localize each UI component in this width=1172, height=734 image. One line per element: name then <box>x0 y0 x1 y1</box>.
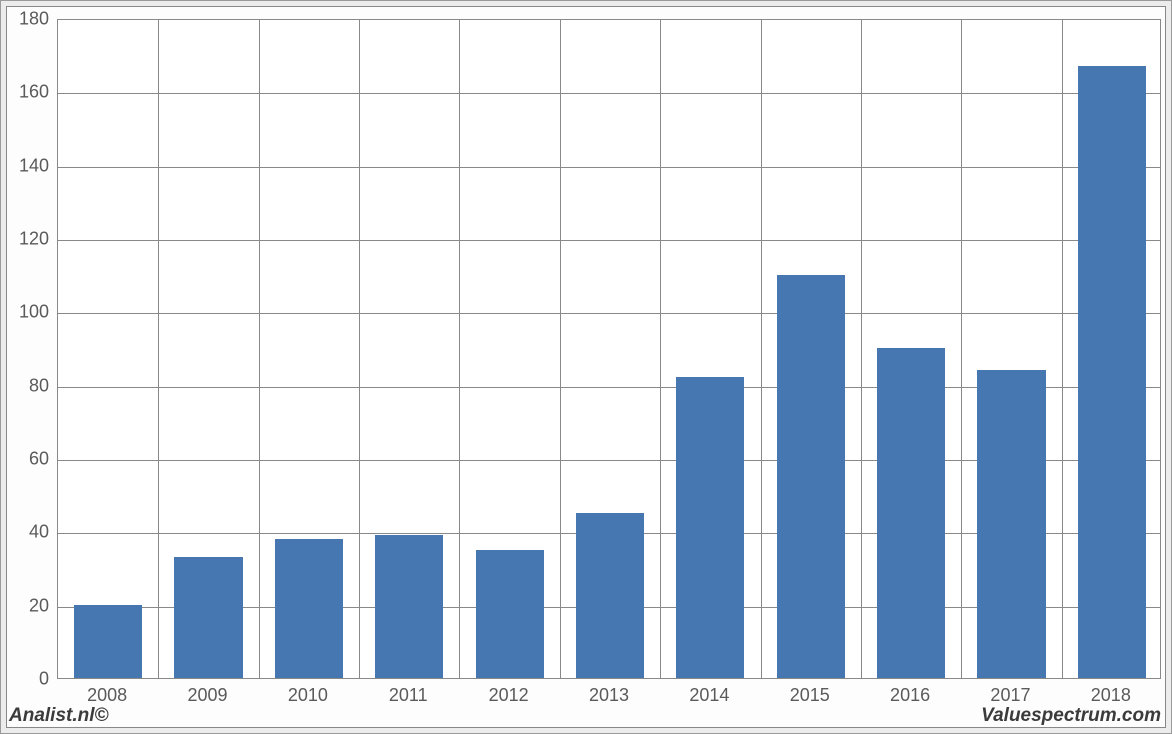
y-tick-label: 20 <box>7 595 49 616</box>
y-tick-label: 0 <box>7 669 49 690</box>
y-tick-label: 180 <box>7 9 49 30</box>
y-tick-label: 100 <box>7 302 49 323</box>
y-tick-label: 60 <box>7 449 49 470</box>
x-tick-label: 2018 <box>1091 685 1131 706</box>
bar <box>877 348 945 678</box>
gridline-horizontal <box>58 240 1160 241</box>
x-tick-label: 2008 <box>87 685 127 706</box>
gridline-vertical <box>1062 20 1063 678</box>
gridline-horizontal <box>58 167 1160 168</box>
y-tick-label: 80 <box>7 375 49 396</box>
gridline-horizontal <box>58 93 1160 94</box>
bar <box>1078 66 1146 678</box>
x-tick-label: 2015 <box>790 685 830 706</box>
plot-area <box>57 19 1161 679</box>
x-tick-label: 2012 <box>489 685 529 706</box>
gridline-vertical <box>259 20 260 678</box>
bar <box>977 370 1045 678</box>
gridline-vertical <box>861 20 862 678</box>
bar <box>777 275 845 678</box>
gridline-vertical <box>158 20 159 678</box>
chart-inner-panel: 0 20 40 60 80 100 120 140 160 180 2008 2009 2010 201… <box>6 6 1166 728</box>
x-tick-label: 2016 <box>890 685 930 706</box>
bar <box>375 535 443 678</box>
x-tick-label: 2009 <box>188 685 228 706</box>
bar <box>576 513 644 678</box>
bar <box>174 557 242 678</box>
bar <box>676 377 744 678</box>
x-tick-label: 2011 <box>389 685 428 706</box>
y-tick-label: 40 <box>7 522 49 543</box>
y-tick-label: 120 <box>7 229 49 250</box>
x-tick-label: 2010 <box>288 685 328 706</box>
chart-outer-frame: 0 20 40 60 80 100 120 140 160 180 2008 2009 2010 201… <box>0 0 1172 734</box>
x-tick-label: 2017 <box>990 685 1030 706</box>
y-tick-label: 140 <box>7 155 49 176</box>
y-tick-label: 160 <box>7 82 49 103</box>
x-tick-label: 2014 <box>689 685 729 706</box>
footer-credit-right: Valuespectrum.com <box>981 705 1161 727</box>
gridline-horizontal <box>58 313 1160 314</box>
gridline-vertical <box>660 20 661 678</box>
gridline-vertical <box>761 20 762 678</box>
footer-credit-left: Analist.nl© <box>9 705 109 727</box>
gridline-vertical <box>459 20 460 678</box>
gridline-vertical <box>560 20 561 678</box>
x-tick-label: 2013 <box>589 685 629 706</box>
bar <box>476 550 544 678</box>
gridline-vertical <box>961 20 962 678</box>
gridline-vertical <box>359 20 360 678</box>
bar <box>275 539 343 678</box>
bar <box>74 605 142 678</box>
